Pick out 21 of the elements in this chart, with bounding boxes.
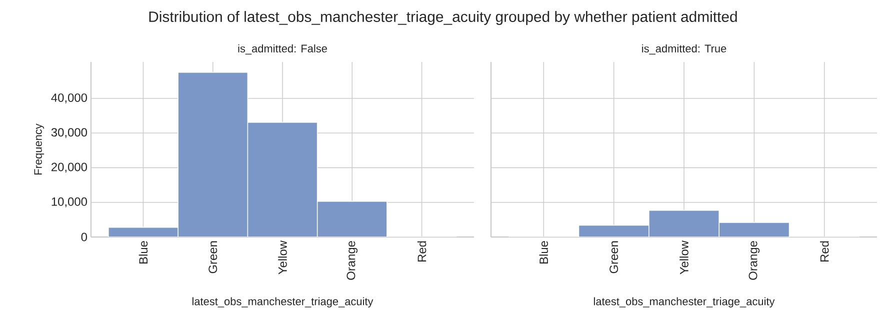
x-tick-label: Yellow [278,240,287,274]
y-axis-title: Frequency [34,124,44,174]
x-axis-title: latest_obs_manchester_triage_acuity [594,297,775,308]
x-tick-label: Green [610,241,618,274]
x-axis-title: latest_obs_manchester_triage_acuity [192,297,374,308]
x-tick-label: Red [417,241,426,262]
y-tick-label: 10,000 [52,197,88,208]
y-tick-label: 0 [81,232,88,242]
x-tick-label: Blue [138,241,148,264]
y-tick-label: 20,000 [52,162,88,173]
x-tick-label: Green [208,241,218,274]
chart-subtitle: is_admitted: True [642,44,726,54]
x-tick-label: Orange [748,241,760,280]
y-tick-label: 40,000 [51,93,88,104]
x-tick-label: Red [820,241,829,262]
chart-subtitle: is_admitted: False [238,44,327,54]
x-tick-label: Yellow [680,240,688,274]
x-tick-label: Orange [346,241,358,280]
y-tick-label: 30,000 [51,128,88,138]
x-tick-label: Blue [539,241,548,264]
chart-title: Distribution of latest_obs_manchester_triage_acuity grouped by whether patient admitted [149,11,737,25]
